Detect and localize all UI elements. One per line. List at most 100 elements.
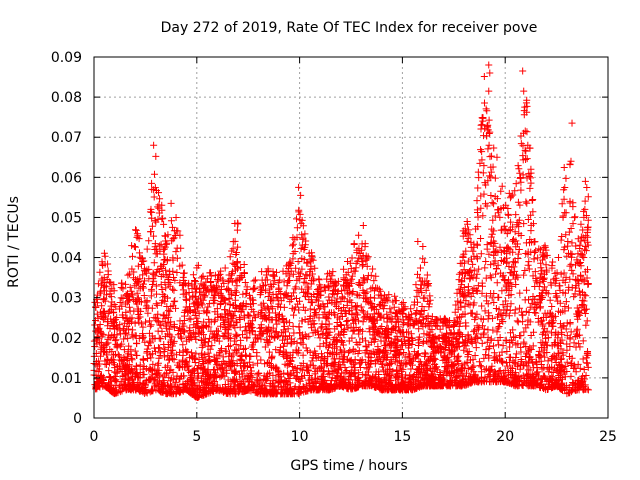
data-point	[139, 355, 147, 363]
data-point	[350, 360, 358, 368]
data-point	[149, 360, 157, 368]
data-point	[333, 350, 341, 358]
data-point	[347, 356, 355, 364]
data-point	[131, 319, 139, 327]
data-point	[231, 368, 239, 376]
data-point	[133, 289, 141, 297]
data-points	[90, 61, 592, 401]
data-point	[478, 289, 486, 297]
data-point	[527, 331, 535, 339]
data-point	[305, 372, 313, 380]
data-point	[299, 359, 307, 367]
data-point	[217, 274, 225, 282]
data-point	[513, 317, 521, 325]
data-point	[506, 306, 514, 314]
data-point	[166, 307, 174, 315]
data-point	[538, 365, 546, 373]
data-point	[520, 328, 528, 336]
data-point	[153, 301, 161, 309]
data-point	[146, 329, 154, 337]
data-point	[168, 355, 176, 363]
data-point	[311, 347, 319, 355]
data-point	[115, 352, 123, 360]
data-point	[493, 328, 501, 336]
data-point	[144, 355, 152, 363]
data-point	[582, 247, 590, 255]
data-point	[563, 252, 571, 260]
data-point	[330, 291, 338, 299]
data-point	[300, 255, 308, 263]
data-point	[277, 303, 285, 311]
data-point	[511, 267, 519, 275]
data-point	[356, 326, 364, 334]
data-point	[147, 354, 155, 362]
data-point	[270, 382, 278, 390]
data-point	[535, 347, 543, 355]
data-point	[342, 368, 350, 376]
data-point	[232, 341, 240, 349]
data-point	[157, 281, 165, 289]
data-point	[547, 329, 555, 337]
data-point	[479, 212, 487, 220]
data-point	[308, 376, 316, 384]
data-point	[525, 258, 533, 266]
data-point	[204, 349, 212, 357]
data-point	[173, 254, 181, 262]
data-point	[230, 368, 238, 376]
data-point	[346, 259, 354, 267]
data-point	[523, 199, 531, 207]
data-point	[560, 195, 568, 203]
data-point	[485, 116, 493, 124]
data-point	[162, 332, 170, 340]
data-point	[249, 341, 257, 349]
data-point	[487, 274, 495, 282]
data-point	[488, 362, 496, 370]
data-point	[254, 359, 262, 367]
data-point	[305, 332, 313, 340]
data-point	[502, 297, 510, 305]
data-point	[264, 374, 272, 382]
data-point	[579, 355, 587, 363]
data-point	[524, 215, 532, 223]
data-point	[240, 260, 248, 268]
data-point	[475, 358, 483, 366]
data-point	[171, 297, 179, 305]
data-point	[192, 277, 200, 285]
data-point	[514, 318, 522, 326]
data-point	[225, 322, 233, 330]
data-point	[151, 243, 159, 251]
data-point	[178, 335, 186, 343]
data-point	[461, 310, 469, 318]
data-point	[460, 346, 468, 354]
data-point	[511, 309, 519, 317]
data-point	[336, 331, 344, 339]
data-point	[237, 263, 245, 271]
data-point	[473, 287, 481, 295]
data-point	[156, 349, 164, 357]
data-point	[299, 351, 307, 359]
data-point	[512, 350, 520, 358]
data-point	[290, 329, 298, 337]
data-point	[338, 293, 346, 301]
data-point	[580, 365, 588, 373]
data-point	[393, 358, 401, 366]
data-point	[542, 268, 550, 276]
data-point	[272, 328, 280, 336]
data-point	[143, 345, 151, 353]
data-point	[507, 218, 515, 226]
data-point	[98, 343, 106, 351]
data-point	[514, 162, 522, 170]
data-point	[523, 155, 531, 163]
data-point	[583, 317, 591, 325]
data-point	[479, 331, 487, 339]
data-point	[470, 284, 478, 292]
data-point	[400, 359, 408, 367]
data-point	[124, 334, 132, 342]
data-point	[563, 358, 571, 366]
data-point	[486, 272, 494, 280]
data-point	[96, 320, 104, 328]
data-point	[557, 236, 565, 244]
data-point	[567, 328, 575, 336]
data-point	[391, 292, 399, 300]
